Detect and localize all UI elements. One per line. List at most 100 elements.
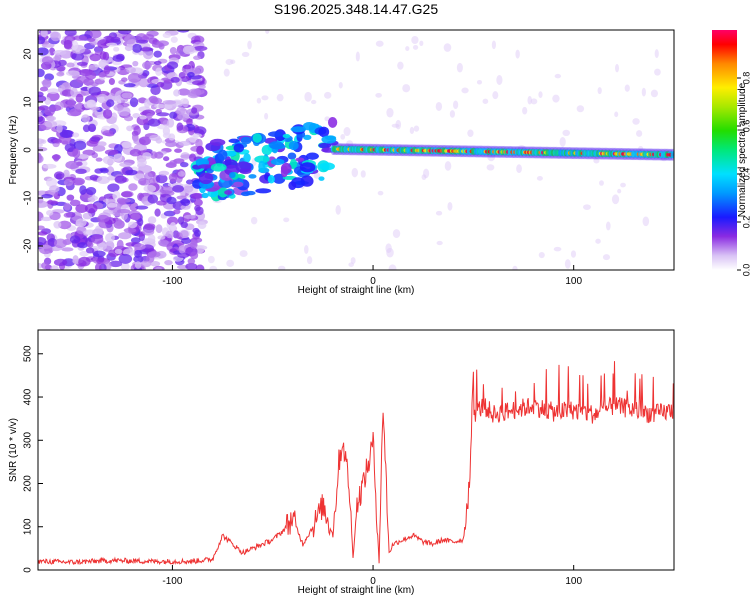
- noise-cell: [77, 256, 91, 267]
- noise-cell: [46, 209, 54, 216]
- noise-cell: [638, 146, 644, 151]
- noise-cell: [117, 30, 132, 35]
- noise-cell: [226, 259, 235, 267]
- noise-cell: [554, 73, 562, 79]
- noise-cell: [169, 222, 177, 231]
- noise-cell: [147, 216, 157, 224]
- signal-blob: [243, 153, 251, 163]
- noise-cell: [100, 168, 109, 174]
- spectrogram-y-tick-label: 20: [23, 48, 34, 60]
- noise-cell: [105, 240, 115, 251]
- noise-cell: [65, 160, 80, 170]
- noise-cell: [74, 103, 83, 110]
- snr-data-point: [312, 526, 314, 528]
- noise-cell: [436, 240, 443, 246]
- noise-cell: [38, 231, 48, 236]
- noise-cell: [409, 126, 415, 135]
- signal-blob: [268, 141, 284, 150]
- snr-data-point: [221, 534, 223, 536]
- noise-cell: [155, 174, 168, 184]
- noise-cell: [181, 237, 192, 244]
- noise-cell: [97, 141, 107, 147]
- noise-cell: [134, 261, 142, 269]
- noise-cell: [85, 247, 95, 254]
- spectrogram-x-tick-label: 0: [370, 276, 376, 287]
- noise-cell: [636, 130, 643, 137]
- noise-cell: [53, 154, 60, 162]
- signal-blob: [290, 126, 307, 133]
- noise-cell: [38, 95, 47, 103]
- noise-cell: [447, 201, 453, 211]
- noise-cell: [138, 77, 150, 88]
- signal-blob: [327, 116, 338, 128]
- noise-cell: [198, 84, 206, 90]
- noise-cell: [73, 140, 87, 151]
- noise-cell: [197, 221, 207, 230]
- noise-cell: [593, 157, 600, 164]
- noise-cell: [170, 76, 180, 83]
- noise-cell: [553, 246, 562, 252]
- noise-cell: [392, 229, 401, 239]
- noise-cell: [150, 151, 158, 159]
- noise-cell: [112, 190, 121, 201]
- noise-cell: [105, 232, 115, 243]
- signal-blob: [282, 133, 291, 139]
- noise-cell: [177, 113, 190, 121]
- noise-cell: [53, 50, 67, 56]
- noise-cell: [190, 251, 199, 260]
- noise-cell: [38, 236, 47, 246]
- signal-blob: [228, 138, 240, 144]
- signal-blob: [218, 187, 229, 198]
- noise-cell: [137, 218, 144, 226]
- snr-series-line: [38, 361, 674, 566]
- snr-data-point: [392, 543, 394, 545]
- noise-cell: [81, 114, 91, 123]
- noise-cell: [405, 46, 410, 51]
- snr-data-point: [111, 559, 113, 561]
- noise-cell: [530, 98, 538, 105]
- noise-cell: [66, 70, 80, 77]
- signal-blob: [267, 175, 275, 184]
- snr-y-axis-label: SNR (10 * v/v): [8, 418, 19, 482]
- noise-cell: [63, 178, 74, 187]
- snr-x-tick-label: 0: [370, 576, 376, 587]
- noise-cell: [58, 220, 72, 230]
- noise-cell: [90, 234, 104, 244]
- noise-cell: [159, 185, 174, 195]
- noise-cell: [435, 210, 443, 216]
- noise-cell: [46, 177, 58, 188]
- noise-cell: [264, 112, 269, 120]
- noise-cell: [185, 262, 198, 270]
- noise-cell: [147, 194, 159, 204]
- noise-cell: [207, 255, 215, 264]
- noise-cell: [110, 36, 121, 43]
- noise-cell: [193, 198, 203, 207]
- noise-cell: [85, 71, 97, 80]
- colorbar-gradient: [712, 30, 737, 270]
- noise-cell: [559, 136, 566, 147]
- noise-cell: [82, 212, 93, 220]
- noise-cell: [168, 133, 176, 141]
- noise-cell: [79, 250, 89, 257]
- snr-background: [38, 330, 674, 570]
- signal-blob: [235, 161, 252, 173]
- noise-cell: [174, 148, 183, 153]
- noise-cell: [456, 62, 463, 73]
- noise-cell: [163, 210, 176, 217]
- noise-cell: [193, 45, 208, 52]
- noise-cell: [306, 256, 313, 265]
- noise-cell: [94, 263, 102, 270]
- noise-cell: [120, 262, 130, 270]
- noise-cell: [654, 49, 659, 58]
- noise-cell: [133, 125, 141, 136]
- noise-cell: [142, 49, 154, 60]
- snr-data-point: [352, 556, 354, 558]
- noise-cell: [137, 178, 150, 186]
- snr-data-point: [613, 404, 615, 406]
- signal-blob: [240, 191, 251, 197]
- snr-x-tick-label: -100: [162, 576, 182, 587]
- signal-blob: [288, 181, 297, 191]
- noise-cell: [110, 112, 118, 122]
- signal-blob: [240, 136, 252, 145]
